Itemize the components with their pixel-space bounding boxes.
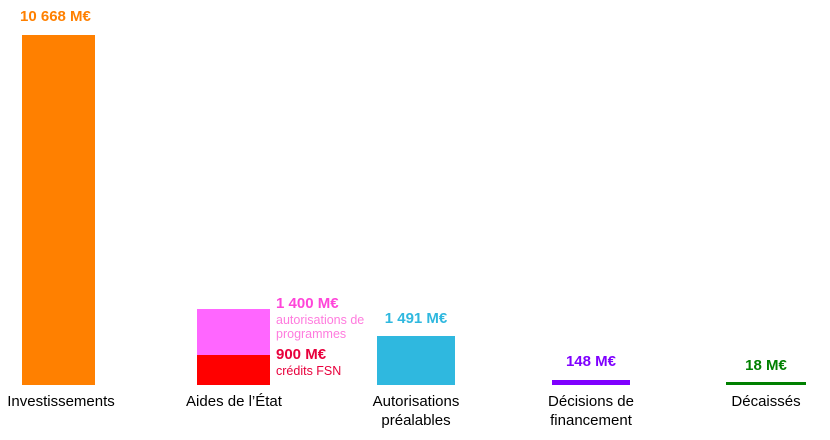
bar-autorisations-prealables [377,336,455,385]
value-label-autorisations-de-programmes-amount: 1 400 M€ [276,295,339,312]
value-label-autorisations-de-programmes: 1 400 M€ autorisations de programmes [276,295,394,342]
bar-decisions-de-financement [552,380,630,385]
value-label-decisions-de-financement: 148 M€ [565,353,617,370]
bar-segment-autorisations-de-programmes [197,309,270,355]
value-label-credits-fsn-caption: crédits FSN [276,364,342,378]
bar-segment-credits-fsn [197,355,270,385]
value-label-investissements: 10 668 M€ [20,8,91,25]
bar-segment-investissements [22,35,95,385]
bar-segment-decisions-de-financement [552,380,630,385]
bar-aides-de-letat [197,309,270,385]
value-label-autorisations-prealables: 1 491 M€ [384,310,448,327]
category-label-decaisses: Décaissés [731,393,801,410]
bar-investissements [22,35,95,385]
category-label-investissements: Investissements [7,393,115,410]
category-label-decisions-de-financement: Décisions de financement [548,393,634,429]
bar-segment-autorisations-prealables [377,336,455,385]
value-label-credits-fsn-amount: 900 M€ [276,346,327,363]
bar-segment-decaisses [726,382,806,385]
bar-decaisses [726,382,806,385]
value-label-credits-fsn: 900 M€ crédits FSN [276,346,394,378]
value-label-decaisses: 18 M€ [745,357,787,374]
category-label-autorisations-prealables: Autorisations préalables [372,393,460,429]
value-label-autorisations-de-programmes-caption: autorisations de programmes [276,313,365,342]
category-label-aides-de-letat: Aides de l’État [186,393,282,410]
